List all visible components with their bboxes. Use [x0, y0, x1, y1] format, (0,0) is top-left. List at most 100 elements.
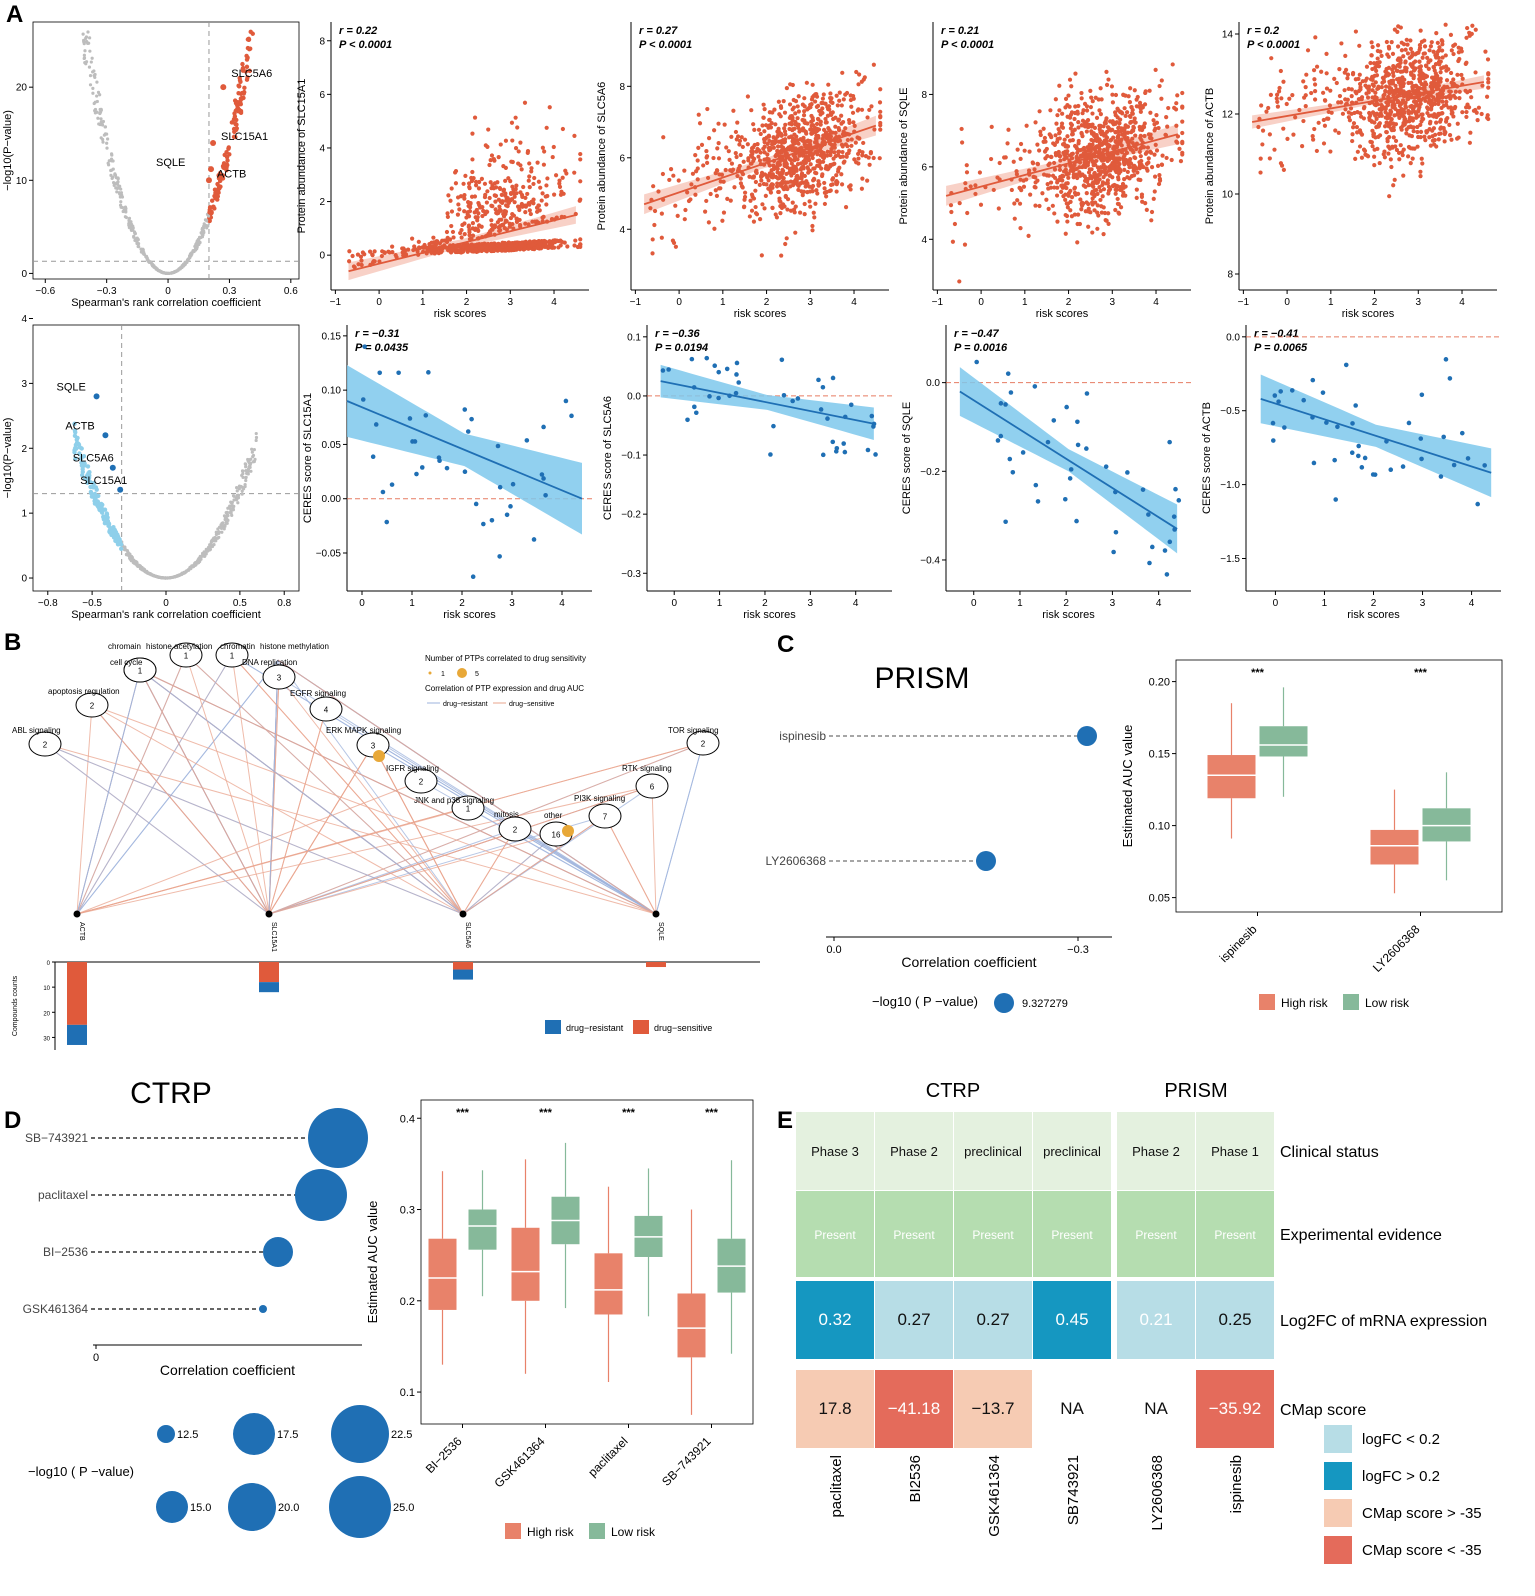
data-point: [104, 511, 110, 516]
data-point: [1284, 101, 1289, 107]
data-point: [222, 527, 226, 531]
data-point: [1311, 137, 1316, 142]
data-point: [238, 96, 244, 101]
data-point: [799, 176, 804, 181]
data-point: [503, 191, 508, 196]
data-point: [1042, 135, 1048, 141]
data-point: [693, 192, 698, 197]
y-tick-label: 4: [21, 314, 27, 325]
data-point: [1067, 77, 1073, 82]
data-point: [770, 205, 775, 210]
data-point: [1364, 64, 1370, 69]
data-point: [841, 97, 846, 102]
y-axis-label: Protein abundance of SLC15A1: [296, 79, 308, 234]
data-point: [1057, 167, 1063, 172]
data-point: [693, 152, 698, 158]
data-point: [796, 109, 801, 114]
data-point: [1405, 42, 1410, 47]
x-tick-label: −0.5: [82, 598, 102, 609]
data-point: [1172, 105, 1177, 110]
x-tick-label: 0.5: [233, 598, 247, 609]
data-point: [1035, 142, 1040, 147]
data-point: [88, 74, 93, 78]
data-point: [761, 146, 766, 151]
data-point: [488, 231, 493, 236]
stat-p: P < 0.0001: [941, 39, 994, 51]
data-point: [783, 241, 788, 247]
data-point: [948, 203, 954, 208]
data-point: [547, 105, 552, 110]
data-point: [1424, 74, 1430, 79]
data-point: [362, 344, 367, 349]
data-point: [810, 82, 815, 87]
data-point: [491, 186, 496, 191]
data-point: [506, 200, 511, 205]
data-point: [1180, 119, 1185, 124]
data-point: [477, 179, 482, 185]
data-point: [878, 115, 883, 120]
data-point: [540, 145, 545, 150]
data-point: [1123, 93, 1128, 98]
data-point: [862, 75, 867, 80]
data-point: [762, 129, 767, 134]
data-point: [1281, 79, 1286, 84]
data-point: [216, 527, 220, 531]
data-point: [1090, 111, 1095, 116]
data-point: [524, 438, 530, 443]
data-point: [832, 161, 837, 166]
data-point: [716, 369, 722, 375]
y-tick-label: 4: [921, 235, 927, 246]
data-point: [812, 215, 817, 220]
data-point: [504, 203, 509, 208]
data-point: [1430, 134, 1435, 139]
data-point: [119, 205, 123, 209]
data-point: [472, 210, 477, 215]
data-point: [1473, 27, 1478, 32]
data-point: [1157, 172, 1162, 178]
data-point: [1420, 161, 1425, 166]
data-point: [788, 179, 793, 184]
data-point: [1115, 196, 1120, 202]
data-point: [810, 115, 815, 121]
data-point: [790, 82, 795, 88]
data-point: [957, 279, 962, 284]
data-point: [118, 546, 124, 551]
data-point: [1426, 66, 1431, 72]
data-point: [1411, 129, 1416, 134]
data-point: [541, 476, 546, 481]
data-point: [496, 225, 501, 230]
data-point: [1134, 187, 1139, 192]
data-point: [1159, 78, 1164, 83]
data-point: [1293, 115, 1298, 120]
data-point: [495, 443, 501, 449]
data-point: [836, 117, 842, 122]
data-point: [470, 221, 476, 226]
data-point: [233, 121, 238, 127]
data-point: [1411, 105, 1416, 110]
y-tick-label: 3: [21, 379, 27, 390]
data-point: [1116, 177, 1121, 182]
data-point: [578, 197, 583, 202]
data-point: [673, 203, 678, 208]
data-point: [701, 163, 706, 168]
y-tick-label: 0: [319, 251, 325, 262]
data-point: [1119, 185, 1124, 191]
data-point: [103, 132, 108, 136]
data-point: [1406, 125, 1411, 130]
data-point: [224, 150, 229, 155]
x-tick-label: 0: [971, 598, 977, 609]
data-point: [761, 115, 766, 120]
data-point: [109, 152, 114, 156]
x-tick-label: 3: [1110, 297, 1116, 308]
data-point: [751, 122, 756, 127]
data-point: [557, 184, 563, 189]
data-point: [1132, 119, 1137, 124]
data-point: [757, 217, 763, 222]
data-point: [506, 176, 511, 181]
data-point: [1104, 82, 1110, 87]
data-point: [95, 94, 99, 98]
data-point: [1062, 496, 1068, 502]
data-point: [1095, 226, 1100, 231]
data-point: [1065, 102, 1070, 108]
data-point: [878, 127, 883, 132]
